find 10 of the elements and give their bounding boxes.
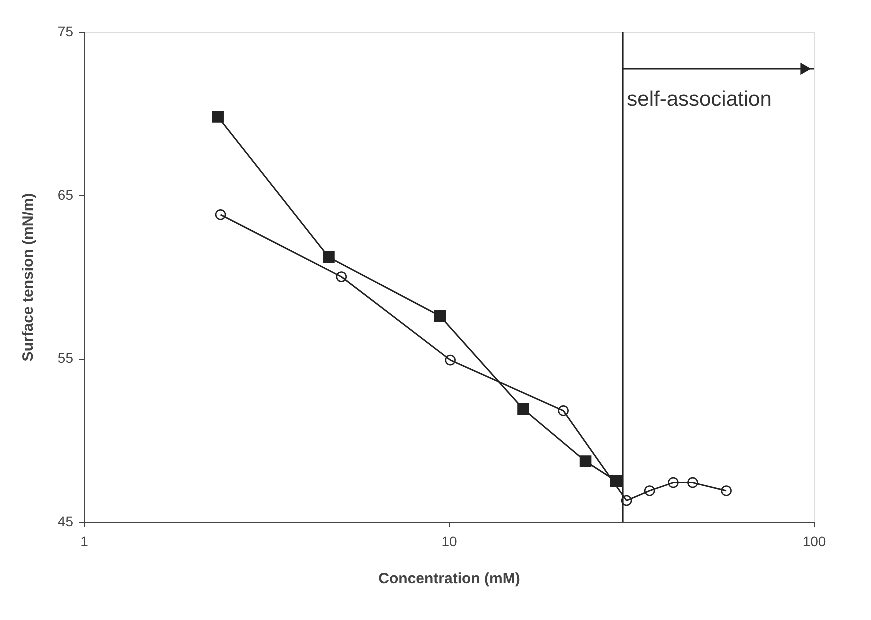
x-tick-label: 100: [802, 534, 826, 550]
y-axis-title: Surface tension (mN/m): [20, 193, 37, 362]
y-tick-label: 75: [58, 24, 74, 40]
x-tick-label: 1: [80, 534, 89, 550]
y-tick-label: 45: [58, 514, 74, 530]
y-tick-label: 65: [58, 186, 74, 203]
x-axis-title: Concentration (mM): [378, 570, 520, 588]
x-tick-label: 10: [442, 534, 458, 550]
y-tick-label: 55: [58, 350, 74, 366]
ref-line-label: self-association: [627, 88, 772, 111]
